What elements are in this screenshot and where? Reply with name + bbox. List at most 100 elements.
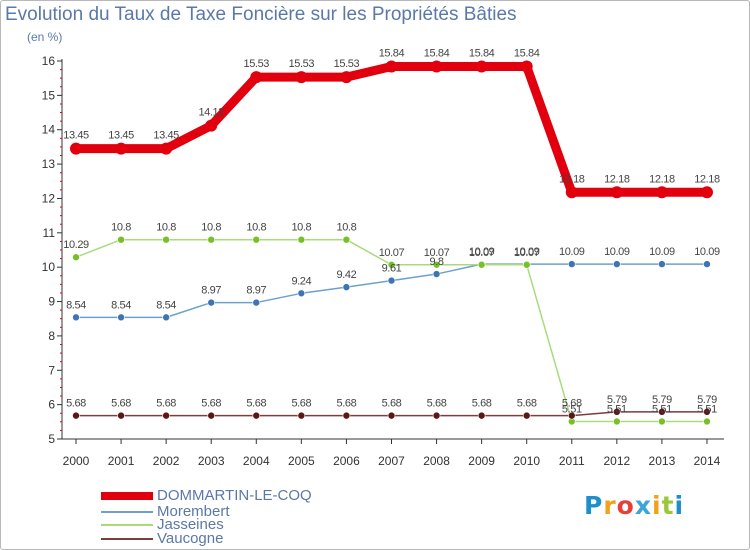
data-point-morembert	[387, 276, 396, 285]
data-point-jasseines	[432, 260, 441, 269]
x-tick-label: 2001	[108, 454, 135, 468]
data-label-vaucogne: 5.68	[427, 398, 447, 410]
data-point-dommartin	[565, 186, 578, 199]
data-label-morembert: 8.54	[156, 299, 176, 311]
data-point-morembert	[72, 313, 80, 322]
data-label-morembert: 10.09	[604, 246, 630, 258]
data-label-vaucogne: 5.68	[201, 398, 221, 410]
data-point-jasseines	[477, 260, 486, 269]
data-point-morembert	[703, 260, 711, 268]
data-label-jasseines: 10.29	[63, 239, 89, 251]
legend-label-vaucogne: Vaucogne	[157, 530, 224, 547]
data-point-vaucogne	[117, 411, 125, 420]
legend-label-jasseines: Jasseines	[157, 516, 224, 533]
data-point-vaucogne	[252, 411, 261, 420]
data-label-jasseines: 5.51	[562, 403, 582, 415]
logo-letter: t	[661, 491, 675, 520]
data-point-vaucogne	[658, 408, 666, 416]
x-tick-label: 2013	[649, 454, 676, 468]
y-tick-label: 10	[42, 260, 56, 274]
data-point-vaucogne	[522, 411, 531, 420]
data-label-dommartin: 15.84	[469, 47, 495, 59]
y-tick-label: 6	[48, 398, 55, 412]
data-point-dommartin	[295, 71, 308, 84]
legend-label-morembert: Morembert	[157, 503, 230, 520]
data-label-morembert: 8.54	[111, 299, 131, 311]
data-label-morembert: 10.09	[514, 246, 540, 258]
data-label-morembert: 8.54	[66, 299, 86, 311]
x-tick-label: 2006	[333, 454, 360, 468]
data-label-dommartin: 15.84	[424, 47, 450, 59]
data-point-jasseines	[342, 235, 351, 244]
data-label-jasseines: 10.07	[424, 247, 450, 259]
data-label-dommartin: 15.53	[244, 58, 270, 70]
data-point-morembert	[342, 283, 351, 291]
data-point-morembert	[432, 270, 441, 278]
x-tick-label: 2010	[513, 454, 540, 468]
data-point-vaucogne	[162, 411, 170, 420]
legend-swatch-vaucogne	[101, 538, 153, 540]
data-label-morembert: 9.42	[337, 269, 357, 281]
x-tick-label: 2004	[243, 454, 270, 468]
data-label-morembert: 8.97	[201, 285, 221, 297]
y-axis-unit-label: (en %)	[27, 30, 63, 44]
data-label-dommartin: 15.53	[289, 58, 315, 70]
data-label-dommartin: 12.18	[604, 173, 630, 185]
x-tick-label: 2002	[153, 454, 180, 468]
logo-letter: P	[584, 491, 604, 520]
data-point-vaucogne	[207, 411, 216, 420]
data-label-jasseines: 5.51	[607, 403, 627, 415]
data-label-jasseines: 10.8	[291, 222, 311, 234]
data-label-dommartin: 12.18	[559, 173, 585, 185]
data-label-vaucogne: 5.79	[697, 394, 717, 406]
proxiti-logo: Proxiti	[584, 491, 684, 520]
data-label-vaucogne: 5.68	[111, 398, 131, 410]
data-point-jasseines	[117, 235, 125, 244]
data-point-jasseines	[613, 417, 621, 426]
data-point-morembert	[567, 260, 576, 268]
legend-swatch-jasseines	[101, 524, 153, 526]
data-point-vaucogne	[613, 408, 621, 416]
legend-item-jasseines: Jasseines	[101, 517, 224, 533]
y-tick-label: 12	[42, 191, 56, 205]
y-tick-label: 9	[48, 295, 55, 309]
data-label-vaucogne: 5.68	[291, 398, 311, 410]
y-tick-label: 5	[48, 432, 55, 446]
data-point-morembert	[252, 298, 261, 307]
data-point-morembert	[613, 260, 621, 268]
data-label-morembert: 9.24	[291, 275, 311, 287]
data-point-vaucogne	[297, 411, 306, 420]
x-tick-label: 2003	[198, 454, 225, 468]
logo-letter: i	[652, 491, 662, 520]
y-tick-label: 7	[48, 363, 55, 377]
data-label-dommartin: 13.45	[63, 130, 89, 142]
data-label-vaucogne: 5.68	[156, 398, 176, 410]
data-point-jasseines	[162, 235, 170, 244]
data-label-jasseines: 10.8	[337, 222, 357, 234]
data-point-dommartin	[385, 60, 398, 73]
data-point-jasseines	[207, 235, 216, 244]
data-label-dommartin: 15.84	[514, 47, 540, 59]
data-point-morembert	[162, 313, 170, 322]
legend-item-vaucogne: Vaucogne	[101, 531, 223, 547]
data-point-dommartin	[610, 186, 623, 199]
data-label-morembert: 9.61	[382, 263, 402, 275]
data-label-morembert: 8.97	[246, 285, 266, 297]
y-tick-label: 8	[48, 329, 55, 343]
x-tick-label: 2008	[423, 454, 450, 468]
logo-letter: x	[634, 491, 652, 520]
data-label-dommartin: 14.12	[198, 107, 224, 119]
x-tick-label: 2014	[694, 454, 721, 468]
data-point-dommartin	[205, 119, 218, 132]
data-label-jasseines: 10.07	[514, 247, 540, 259]
data-label-jasseines: 10.07	[469, 247, 495, 259]
data-label-vaucogne: 5.79	[652, 394, 672, 406]
data-label-jasseines: 10.8	[111, 222, 131, 234]
y-tick-label: 14	[42, 123, 56, 137]
data-label-dommartin: 13.45	[108, 130, 134, 142]
data-label-dommartin: 12.18	[649, 173, 675, 185]
data-label-morembert: 10.09	[649, 246, 675, 258]
data-point-dommartin	[115, 142, 128, 155]
data-point-morembert	[658, 260, 666, 268]
